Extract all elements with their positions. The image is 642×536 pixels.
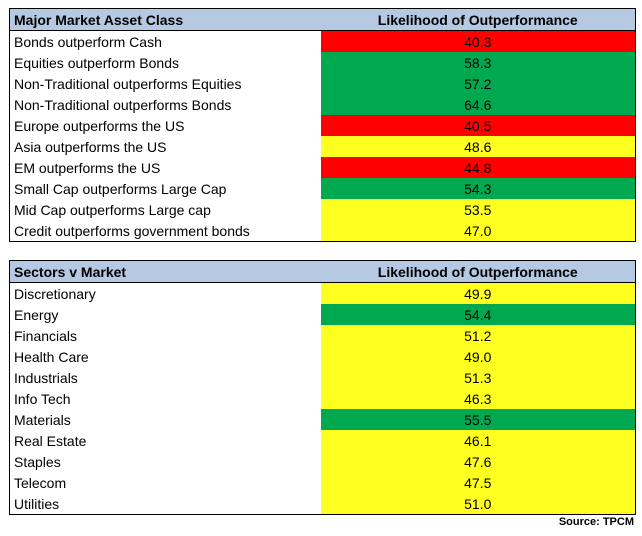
row-label: Industrials xyxy=(9,367,321,388)
table-row: Equities outperform Bonds 58.3 xyxy=(9,52,636,73)
table-row: Info Tech 46.3 xyxy=(9,388,636,409)
row-value: 51.0 xyxy=(320,493,636,515)
row-label: Utilities xyxy=(9,493,321,515)
table-row: Real Estate 46.1 xyxy=(9,430,636,451)
row-value: 53.5 xyxy=(320,199,636,220)
row-label: Small Cap outperforms Large Cap xyxy=(9,178,321,199)
table-row: Staples 47.6 xyxy=(9,451,636,472)
table-row: Industrials 51.3 xyxy=(9,367,636,388)
asset-class-rows: Bonds outperform Cash 40.3 Equities outper… xyxy=(9,30,636,242)
row-value: 48.6 xyxy=(320,136,636,157)
column-header-likelihood: Likelihood of Outperformance xyxy=(320,260,636,283)
row-value: 51.3 xyxy=(320,367,636,388)
row-value: 47.0 xyxy=(320,220,636,242)
row-value: 57.2 xyxy=(320,73,636,94)
row-label: Europe outperforms the US xyxy=(9,115,321,136)
row-value: 54.3 xyxy=(320,178,636,199)
row-label: Non-Traditional outperforms Bonds xyxy=(9,94,321,115)
table-row: Mid Cap outperforms Large cap 53.5 xyxy=(9,199,636,220)
row-value: 47.6 xyxy=(320,451,636,472)
row-value: 49.0 xyxy=(320,346,636,367)
row-label: Info Tech xyxy=(9,388,321,409)
table-row: Asia outperforms the US 48.6 xyxy=(9,136,636,157)
table-row: Credit outperforms government bonds 47.0 xyxy=(9,220,636,242)
table-row: Non-Traditional outperforms Equities 57.2 xyxy=(9,73,636,94)
row-label: Equities outperform Bonds xyxy=(9,52,321,73)
row-label: Financials xyxy=(9,325,321,346)
column-header-likelihood: Likelihood of Outperformance xyxy=(320,8,636,31)
table-row: Discretionary 49.9 xyxy=(9,282,636,304)
row-label: Telecom xyxy=(9,472,321,493)
asset-class-table: Major Market Asset Class Likelihood of O… xyxy=(9,8,636,242)
table-row: Financials 51.2 xyxy=(9,325,636,346)
row-label: Credit outperforms government bonds xyxy=(9,220,321,242)
row-value: 44.8 xyxy=(320,157,636,178)
row-value: 54.4 xyxy=(320,304,636,325)
row-value: 46.3 xyxy=(320,388,636,409)
source-note: Source: TPCM xyxy=(558,516,634,528)
row-value: 40.3 xyxy=(320,30,636,52)
table-row: Bonds outperform Cash 40.3 xyxy=(9,30,636,52)
row-label: Discretionary xyxy=(9,282,321,304)
row-label: Bonds outperform Cash xyxy=(9,30,321,52)
row-label: Real Estate xyxy=(9,430,321,451)
table-row: Small Cap outperforms Large Cap 54.3 xyxy=(9,178,636,199)
row-value: 46.1 xyxy=(320,430,636,451)
table-row: Non-Traditional outperforms Bonds 64.6 xyxy=(9,94,636,115)
row-label: Asia outperforms the US xyxy=(9,136,321,157)
row-label: Health Care xyxy=(9,346,321,367)
table-row: Health Care 49.0 xyxy=(9,346,636,367)
sector-rows: Discretionary 49.9 Energy 54.4 Financials 51.… xyxy=(9,282,636,515)
table-row: Utilities 51.0 xyxy=(9,493,636,515)
row-value: 47.5 xyxy=(320,472,636,493)
row-value: 40.5 xyxy=(320,115,636,136)
row-value: 55.5 xyxy=(320,409,636,430)
row-value: 51.2 xyxy=(320,325,636,346)
table-row: EM outperforms the US 44.8 xyxy=(9,157,636,178)
table-row: Europe outperforms the US 40.5 xyxy=(9,115,636,136)
row-label: Materials xyxy=(9,409,321,430)
row-label: Staples xyxy=(9,451,321,472)
row-label: EM outperforms the US xyxy=(9,157,321,178)
sectors-table: Sectors v Market Likelihood of Outperfor… xyxy=(9,260,636,515)
table-row: Energy 54.4 xyxy=(9,304,636,325)
row-value: 64.6 xyxy=(320,94,636,115)
column-header-sectors: Sectors v Market xyxy=(9,260,321,283)
table-header-row: Sectors v Market Likelihood of Outperfor… xyxy=(9,260,636,283)
table-row: Materials 55.5 xyxy=(9,409,636,430)
row-value: 49.9 xyxy=(320,282,636,304)
column-header-asset-class: Major Market Asset Class xyxy=(9,8,321,31)
row-label: Mid Cap outperforms Large cap xyxy=(9,199,321,220)
row-label: Non-Traditional outperforms Equities xyxy=(9,73,321,94)
row-label: Energy xyxy=(9,304,321,325)
table-row: Telecom 47.5 xyxy=(9,472,636,493)
table-header-row: Major Market Asset Class Likelihood of O… xyxy=(9,8,636,31)
row-value: 58.3 xyxy=(320,52,636,73)
